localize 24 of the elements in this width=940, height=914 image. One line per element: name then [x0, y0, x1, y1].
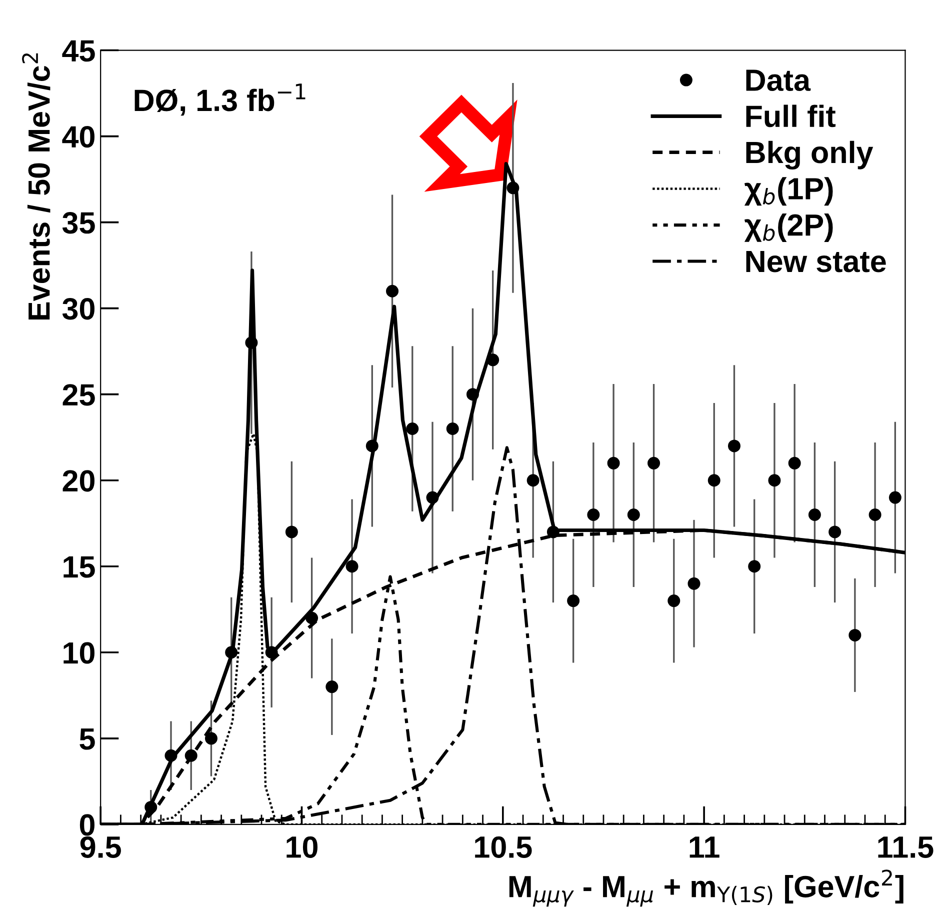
- y-tick-label: 30: [62, 298, 94, 320]
- y-tick-label: 35: [62, 212, 95, 234]
- x-tick-label: 11: [690, 836, 720, 858]
- y-tick-label: 45: [62, 40, 95, 62]
- x-tick-label: 11.5: [878, 836, 934, 858]
- y-tick-label: 10: [64, 642, 94, 664]
- text: M$_{μμγ}$ - M$_{μμ}$ + m$_{Υ(1S)}$ [GeV/c$^{2}$]: [509, 870, 904, 907]
- x-tick-label: 10.5: [475, 836, 532, 858]
- legend-label: Full fit: [746, 104, 836, 128]
- y-tick-label: 0: [80, 814, 94, 836]
- y-tick-label: 5: [80, 728, 95, 750]
- legend-label: Bkg only: [746, 140, 874, 170]
- annotation: DØ, 1.3 fb$^{−1}$: [134, 84, 306, 116]
- legend-label: New state: [746, 250, 886, 272]
- x-tick-label: 9.5: [80, 836, 121, 858]
- y-tick-label: 20: [62, 470, 94, 492]
- legend-label: χ$_{b}$(2P): [744, 213, 833, 242]
- y-tick-label: 40: [62, 126, 94, 148]
- y-axis-title: Events / 50 MeV/c$^{2}$: [22, 53, 50, 320]
- legend-label: χ$_{b}$(1P): [744, 177, 833, 206]
- y-tick-label: 25: [62, 384, 95, 406]
- y-tick-label: 15: [64, 556, 95, 578]
- legend-label: Data: [746, 70, 811, 92]
- x-tick-label: 10: [286, 836, 318, 858]
